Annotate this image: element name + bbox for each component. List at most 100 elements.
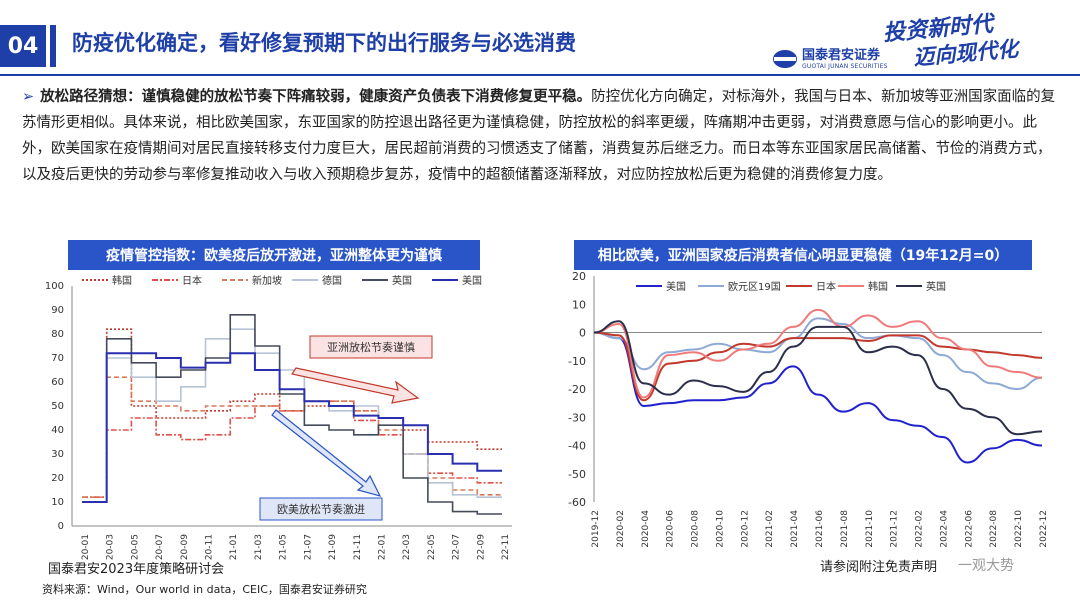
legend-label: 新加坡 — [252, 274, 282, 287]
x-tick-label: 20-07 — [155, 534, 165, 560]
series-line-美国 — [593, 331, 1043, 464]
source-note: 资料来源：Wind，Our world in data，CEIC，国泰君安证券研… — [42, 583, 367, 596]
x-tick-label: 2022-08 — [989, 510, 999, 548]
asia-annotation: 亚洲放松节奏谨慎 — [327, 340, 415, 354]
chart-control-index: 0 10 20 30 40 50 60 70 80 90 100 20-01 20-03 20-05 20-… — [45, 274, 512, 560]
legend-label: 美国 — [462, 274, 482, 287]
watermark: 一观大势 — [958, 558, 1014, 574]
header-divider — [0, 74, 1080, 76]
section-number: 04 — [0, 25, 46, 67]
legend-label: 美国 — [666, 280, 686, 293]
west-annotation-box — [259, 497, 383, 521]
y-tick-label: 100 — [45, 281, 64, 292]
x-tick-label: 22-07 — [452, 534, 462, 560]
x-tick-label: 21-11 — [353, 534, 363, 560]
x-tick-label: 20-03 — [106, 534, 116, 560]
x-tick-label: 20-11 — [205, 534, 215, 560]
title-accent-bar — [50, 25, 56, 67]
west-arrow — [271, 409, 382, 497]
chart2-title: 相比欧美，亚洲国家疫后消费者信心明显更稳健（19年12月=0） — [574, 240, 1032, 270]
x-tick-label: 2022-02 — [915, 510, 925, 548]
y-tick-label: -40 — [568, 440, 586, 453]
x-tick-label: 22-11 — [501, 534, 511, 560]
x-tick-label: 22-03 — [402, 534, 412, 560]
y-tick-label: 10 — [51, 497, 64, 508]
y-tick-label: -60 — [568, 496, 586, 509]
x-tick-label: 2019-12 — [591, 510, 601, 548]
x-tick-label: 2020-06 — [666, 510, 676, 548]
bullet-text: 防控优化方向确定，对标海外，我国与日本、新加坡等亚洲国家面临的复苏情形更相似。具… — [22, 89, 1056, 183]
x-tick-label: 2020-02 — [616, 510, 626, 548]
x-tick-label: 20-09 — [180, 534, 190, 560]
x-tick-label: 2020-12 — [740, 510, 750, 548]
x-tick-label: 2022-10 — [1014, 510, 1024, 548]
x-tick-label: 2021-10 — [865, 510, 875, 548]
x-tick-label: 21-05 — [279, 534, 289, 560]
x-tick-label: 2021-06 — [815, 510, 825, 548]
y-tick-label: -30 — [568, 411, 586, 424]
y-tick-label: 60 — [51, 377, 64, 388]
series-line-日本 — [593, 331, 1043, 402]
x-tick-label: 22-01 — [377, 534, 387, 560]
slogan: 投资新时代 迈向现代化 — [882, 5, 1056, 74]
series-line-英国 — [593, 320, 1043, 436]
y-tick-label: -50 — [568, 468, 586, 481]
y-tick-label: 20 — [572, 270, 586, 283]
x-tick-label: 2020-10 — [715, 510, 725, 548]
series-line-新加坡 — [82, 376, 502, 498]
disclaimer-note: 请参阅附注免责声明 — [820, 560, 938, 575]
y-tick-label: 40 — [51, 425, 64, 436]
legend-label: 英国 — [926, 280, 946, 293]
x-tick-label: 2021-02 — [765, 510, 775, 548]
y-tick-label: 50 — [51, 401, 64, 412]
y-tick-label: -10 — [568, 355, 586, 368]
page-title: 防疫优化确定，看好修复预期下的出行服务与必选消费 — [72, 31, 576, 55]
series-line-欧元区19国 — [593, 317, 1043, 391]
x-tick-label: 2022-12 — [1039, 510, 1048, 548]
series-line-德国 — [82, 328, 502, 503]
series-line-韩国 — [82, 328, 502, 498]
x-tick-label: 2021-08 — [840, 510, 850, 548]
series-line-英国 — [82, 314, 502, 515]
logo-mark-icon — [773, 50, 797, 68]
x-tick-label: 2021-12 — [890, 510, 900, 548]
west-annotation: 欧美放松节奏激进 — [277, 502, 365, 516]
series-line-韩国 — [593, 308, 1043, 399]
chart1-title: 疫情管控指数：欧美疫后放开激进，亚洲整体更为谨慎 — [68, 240, 480, 270]
x-tick-label: 21-07 — [303, 534, 313, 560]
series-line-美国 — [82, 352, 502, 503]
x-tick-label: 2022-06 — [964, 510, 974, 548]
legend-label: 韩国 — [868, 280, 888, 293]
y-tick-label: 20 — [51, 473, 64, 484]
legend-label: 德国 — [322, 274, 342, 287]
x-tick-label: 21-09 — [328, 534, 338, 560]
legend-label: 韩国 — [112, 274, 132, 287]
y-tick-label: 10 — [572, 298, 586, 311]
bullet-bold-text: 放松路径猜想：谨慎稳健的放松节奏下阵痛较弱，健康资产负债表下消费修复更平稳。 — [40, 89, 592, 105]
logo-en: GUOTAI JUNAN SECURITIES — [802, 62, 888, 70]
legend-label: 日本 — [816, 280, 836, 293]
x-tick-label: 2020-04 — [641, 510, 651, 548]
y-tick-label: 30 — [51, 449, 64, 460]
chart-consumer-confidence: 20 10 0 -10 -20 -30 -40 -50 -60 2019-12 2020-02 202… — [568, 270, 1048, 548]
y-tick-label: 0 — [579, 327, 586, 340]
x-tick-label: 20-01 — [81, 534, 91, 560]
x-tick-label: 22-09 — [476, 534, 486, 560]
x-tick-label: 22-05 — [427, 534, 437, 560]
bullet-arrow-icon: ➢ — [22, 89, 35, 105]
x-tick-label: 2022-04 — [939, 510, 949, 548]
x-tick-label: 20-05 — [130, 534, 140, 560]
y-tick-label: 70 — [51, 353, 64, 364]
asia-annotation-box — [309, 335, 433, 359]
asia-arrow — [291, 367, 420, 404]
y-tick-label: 0 — [58, 521, 64, 532]
x-tick-label: 2021-04 — [790, 510, 800, 548]
company-logo: 国泰君安证券 GUOTAI JUNAN SECURITIES — [772, 46, 900, 72]
y-tick-label: 80 — [51, 329, 64, 340]
legend-label: 英国 — [392, 274, 412, 287]
x-tick-label: 21-03 — [254, 534, 264, 560]
legend-label: 日本 — [182, 274, 202, 287]
legend-label: 欧元区19国 — [728, 281, 781, 293]
y-tick-label: -20 — [568, 383, 586, 396]
logo-cn: 国泰君安证券 — [802, 47, 881, 63]
